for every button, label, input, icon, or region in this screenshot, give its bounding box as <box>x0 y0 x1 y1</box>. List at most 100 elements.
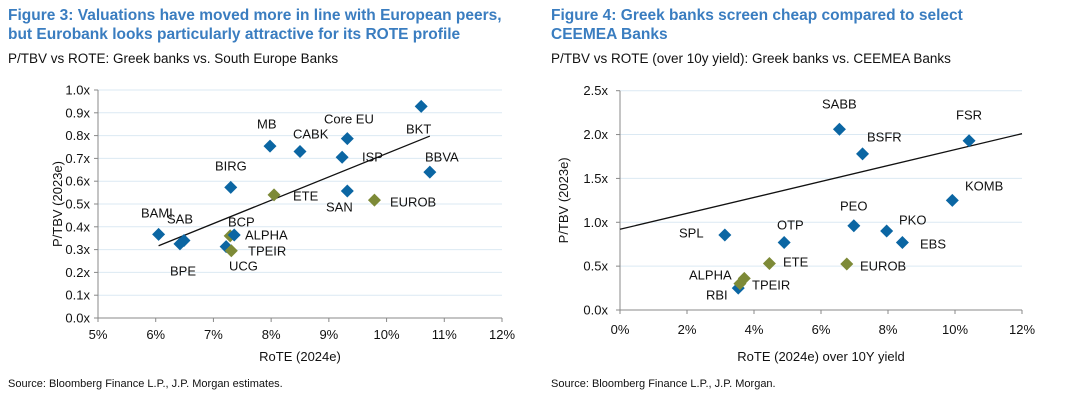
fig3-point-bpe <box>173 237 187 251</box>
fig3-point-label: BPE <box>170 264 196 279</box>
figure4-title: Figure 4: Greek banks screen cheap compa… <box>551 7 963 43</box>
fig4-point-label: ALPHA <box>689 268 732 283</box>
fig4-point-spl <box>718 228 732 242</box>
fig3-xtick-label: 10% <box>374 327 400 342</box>
fig3-point-label: BAMI <box>141 206 173 221</box>
fig3-point-bbva <box>423 165 437 179</box>
fig3-y-axis-title: P/TBV (2023e) <box>50 161 65 247</box>
fig4-point-label: OTP <box>777 218 804 233</box>
fig3-point-bami <box>152 227 166 241</box>
fig3-point-label: ETE <box>293 189 319 204</box>
fig3-point-label: SAN <box>326 200 353 215</box>
fig4-y-axis-title: P/TBV (2023e) <box>556 157 571 243</box>
fig4-xtick-label: 8% <box>879 322 898 337</box>
fig3-ytick-label: 0.4x <box>65 219 90 234</box>
fig4-point-pko <box>880 224 894 238</box>
figure3-title: Figure 3: Valuations have moved more in … <box>8 7 502 43</box>
fig4-ytick-label: 0.0x <box>583 303 608 318</box>
fig4-point-label: KOMB <box>965 179 1003 194</box>
fig3-ytick-label: 0.8x <box>65 128 90 143</box>
fig4-point-bsfr <box>856 147 870 161</box>
fig4-point-label: FSR <box>956 108 982 123</box>
fig4-point-label: EUROB <box>860 259 906 274</box>
fig3-point-label: SAB <box>167 212 193 227</box>
fig3-point-label: ISP <box>362 150 383 165</box>
fig4-x-axis-title: RoTE (2024e) over 10Y yield <box>737 349 904 364</box>
figure4-source: Source: Bloomberg Finance L.P., J.P. Mor… <box>551 378 776 390</box>
fig3-ytick-label: 0.1x <box>65 288 90 303</box>
fig4-point-label: TPEIR <box>752 278 790 293</box>
fig4-ytick-label: 0.5x <box>583 259 608 274</box>
fig3-point-label: MB <box>257 117 277 132</box>
fig4-ytick-label: 1.0x <box>583 215 608 230</box>
fig4-point-ebs <box>895 235 909 249</box>
fig4-point-komb <box>945 193 959 207</box>
figure4-subtitle: P/TBV vs ROTE (over 10y yield): Greek ba… <box>551 51 951 66</box>
fig3-x-axis-title: RoTE (2024e) <box>259 349 341 364</box>
fig4-point-label: RBI <box>706 288 728 303</box>
fig4-point-label: ETE <box>783 255 809 270</box>
fig3-ytick-label: 0.0x <box>65 311 90 326</box>
fig3-point-label: UCG <box>229 259 258 274</box>
fig3-point-isp <box>335 150 349 164</box>
fig3-point-tpeir <box>224 244 238 258</box>
fig3-ytick-label: 0.9x <box>65 105 90 120</box>
fig3-point-label: ALPHA <box>245 228 288 243</box>
fig3-ytick-label: 0.3x <box>65 242 90 257</box>
fig3-ytick-label: 1.0x <box>65 83 90 98</box>
fig3-point-label: CABK <box>293 127 329 142</box>
fig4-point-label: PKO <box>899 213 926 228</box>
fig3-point-label: BCP <box>228 215 255 230</box>
fig3-point-mb <box>263 139 277 153</box>
fig4-point-peo <box>847 219 861 233</box>
fig3-point-label: BIRG <box>215 159 247 174</box>
fig3-xtick-label: 7% <box>204 327 223 342</box>
fig4-point-label: BSFR <box>867 130 902 145</box>
fig4-point-sabb <box>832 122 846 136</box>
fig4-point-otp <box>777 235 791 249</box>
fig4-ytick-label: 1.5x <box>583 171 608 186</box>
fig3-point-san <box>340 184 354 198</box>
fig3-xtick-label: 9% <box>319 327 338 342</box>
fig3-point-birg <box>224 180 238 194</box>
fig4-point-ete <box>762 257 776 271</box>
fig4-xtick-label: 4% <box>745 322 764 337</box>
fig3-point-core-eu <box>340 132 354 146</box>
fig4-point-fsr <box>962 134 976 148</box>
fig3-xtick-label: 11% <box>432 327 457 342</box>
fig3-xtick-label: 8% <box>262 327 281 342</box>
fig4-point-eurob <box>840 257 854 271</box>
fig3-ytick-label: 0.6x <box>65 174 90 189</box>
fig4-xtick-label: 12% <box>1009 322 1035 337</box>
fig3-xtick-label: 12% <box>489 327 515 342</box>
fig3-ytick-label: 0.5x <box>65 197 90 212</box>
figure3-subtitle: P/TBV vs ROTE: Greek banks vs. South Eur… <box>8 51 339 66</box>
fig3-point-label: EUROB <box>390 195 436 210</box>
fig3-point-cabk <box>293 145 307 159</box>
fig4-trendline <box>619 133 1023 230</box>
fig4-xtick-label: 0% <box>611 322 630 337</box>
fig4-point-label: SABB <box>822 97 857 112</box>
fig4-point-label: EBS <box>920 237 946 252</box>
fig3-point-ete <box>267 188 281 202</box>
fig3-point-label: BKT <box>406 122 431 137</box>
figure3-source: Source: Bloomberg Finance L.P., J.P. Mor… <box>8 378 283 390</box>
fig4-point-label: PEO <box>840 199 867 214</box>
fig4-xtick-label: 6% <box>812 322 831 337</box>
fig4-ytick-label: 2.0x <box>583 127 608 142</box>
fig3-point-label: BBVA <box>425 150 459 165</box>
fig3-point-label: Core EU <box>324 112 374 127</box>
fig3-ytick-label: 0.2x <box>65 265 90 280</box>
fig3-point-label: TPEIR <box>248 244 286 259</box>
fig3-trendline <box>158 135 431 247</box>
fig4-xtick-label: 2% <box>678 322 697 337</box>
fig3-xtick-label: 6% <box>146 327 165 342</box>
fig4-ytick-label: 2.5x <box>583 83 608 98</box>
fig4-point-alpha <box>737 271 751 285</box>
fig4-xtick-label: 10% <box>942 322 968 337</box>
fig3-point-eurob <box>367 193 381 207</box>
fig4-point-label: SPL <box>679 226 704 241</box>
fig3-xtick-label: 5% <box>89 327 108 342</box>
fig3-point-bkt <box>414 99 428 113</box>
